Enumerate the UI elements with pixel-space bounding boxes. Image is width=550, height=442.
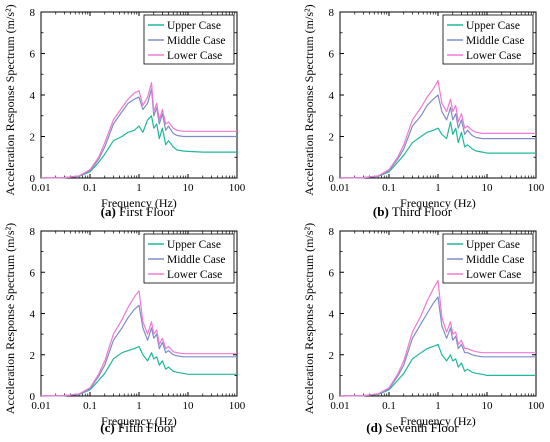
y-axis-label: Acceleration Response Spectrum (m/s²): [302, 4, 316, 195]
y-tick-label: 0: [329, 173, 335, 185]
y-axis-label: Acceleration Response Spectrum (m/s²): [302, 223, 316, 414]
chart-panel-2: 0 2 4 6 8 0.01 0.1 1 10 100 Frequency (Hz) Accelera…: [302, 4, 545, 210]
x-axis-label: Frequency (Hz): [101, 414, 177, 428]
series-line-middle-case: [339, 94, 536, 179]
x-tick-label: 100: [528, 400, 545, 412]
x-tick-label: 0.1: [83, 400, 97, 412]
legend-label: Upper Case: [167, 239, 221, 251]
y-tick-label: 4: [329, 309, 335, 321]
y-axis-label: Acceleration Response Spectrum (m/s²): [3, 223, 17, 414]
series-line-upper-case: [40, 345, 237, 397]
series-line-lower-case: [339, 279, 536, 397]
series-line-lower-case: [40, 81, 237, 179]
y-tick-label: 6: [329, 49, 335, 61]
x-tick-label: 1: [435, 400, 441, 412]
series-line-middle-case: [40, 88, 237, 179]
x-tick-label: 0.01: [31, 182, 50, 194]
x-tick-label: 0.01: [31, 400, 50, 412]
legend-label: Upper Case: [466, 239, 520, 251]
y-tick-label: 4: [30, 90, 36, 102]
x-tick-label: 0.1: [382, 400, 396, 412]
y-tick-label: 6: [30, 49, 36, 61]
chart-panel-3: 0 2 4 6 8 0.01 0.1 1 10 100 Frequency (Hz) Accelera…: [3, 223, 246, 428]
series-line-middle-case: [40, 304, 237, 397]
y-axis-label: Acceleration Response Spectrum (m/s²): [3, 4, 17, 195]
chart-panel-1: 0 2 4 6 8 0.01 0.1 1 10 100 Frequency (Hz) Accelera…: [3, 4, 246, 210]
series-line-upper-case: [339, 121, 536, 179]
y-tick-label: 2: [30, 350, 36, 362]
x-tick-label: 10: [183, 400, 195, 412]
y-tick-label: 6: [329, 267, 335, 279]
x-axis-label: Frequency (Hz): [400, 196, 476, 210]
legend-label: Upper Case: [167, 20, 221, 32]
y-tick-label: 8: [329, 7, 335, 19]
legend-label: Middle Case: [466, 35, 524, 47]
y-tick-label: 2: [329, 132, 335, 144]
legend-label: Lower Case: [167, 269, 222, 281]
caption-b: (b) Third Floor: [372, 204, 453, 219]
legend-label: Middle Case: [167, 254, 225, 266]
x-tick-label: 0.1: [382, 182, 396, 194]
y-tick-label: 0: [329, 391, 335, 403]
x-tick-label: 10: [482, 182, 494, 194]
y-tick-label: 8: [30, 226, 36, 238]
y-tick-label: 4: [30, 309, 36, 321]
x-tick-label: 100: [528, 182, 545, 194]
y-tick-label: 4: [329, 90, 335, 102]
x-tick-label: 0.01: [330, 182, 349, 194]
chart-panel-4: 0 2 4 6 8 0.01 0.1 1 10 100 Frequency (Hz) Accelera…: [302, 223, 545, 428]
legend-label: Lower Case: [167, 50, 222, 62]
caption-a: (a) First Floor: [100, 204, 175, 219]
y-tick-label: 2: [30, 132, 36, 144]
series-line-middle-case: [339, 296, 536, 397]
caption-c: (c) Fifth Floor: [100, 420, 175, 435]
x-tick-label: 10: [183, 182, 195, 194]
legend-label: Middle Case: [466, 254, 524, 266]
x-tick-label: 1: [435, 182, 441, 194]
y-tick-label: 6: [30, 267, 36, 279]
caption-d: (d) Seventh Floor: [366, 420, 459, 435]
x-axis-label: Frequency (Hz): [101, 196, 177, 210]
x-axis-label: Frequency (Hz): [400, 414, 476, 428]
series-line-lower-case: [40, 290, 237, 397]
y-tick-label: 8: [329, 226, 335, 238]
legend-label: Middle Case: [167, 35, 225, 47]
x-tick-label: 0.01: [330, 400, 349, 412]
series-line-lower-case: [339, 79, 536, 179]
y-tick-label: 0: [30, 173, 36, 185]
y-tick-label: 8: [30, 7, 36, 19]
legend-label: Lower Case: [466, 50, 521, 62]
x-tick-label: 0.1: [83, 182, 97, 194]
x-tick-label: 100: [229, 400, 246, 412]
x-tick-label: 1: [136, 400, 142, 412]
legend-label: Upper Case: [466, 20, 520, 32]
x-tick-label: 10: [482, 400, 494, 412]
y-tick-label: 2: [329, 350, 335, 362]
y-tick-label: 0: [30, 391, 36, 403]
series-line-upper-case: [40, 115, 237, 179]
series-line-upper-case: [339, 343, 536, 397]
legend-label: Lower Case: [466, 269, 521, 281]
x-tick-label: 100: [229, 182, 246, 194]
x-tick-label: 1: [136, 182, 142, 194]
